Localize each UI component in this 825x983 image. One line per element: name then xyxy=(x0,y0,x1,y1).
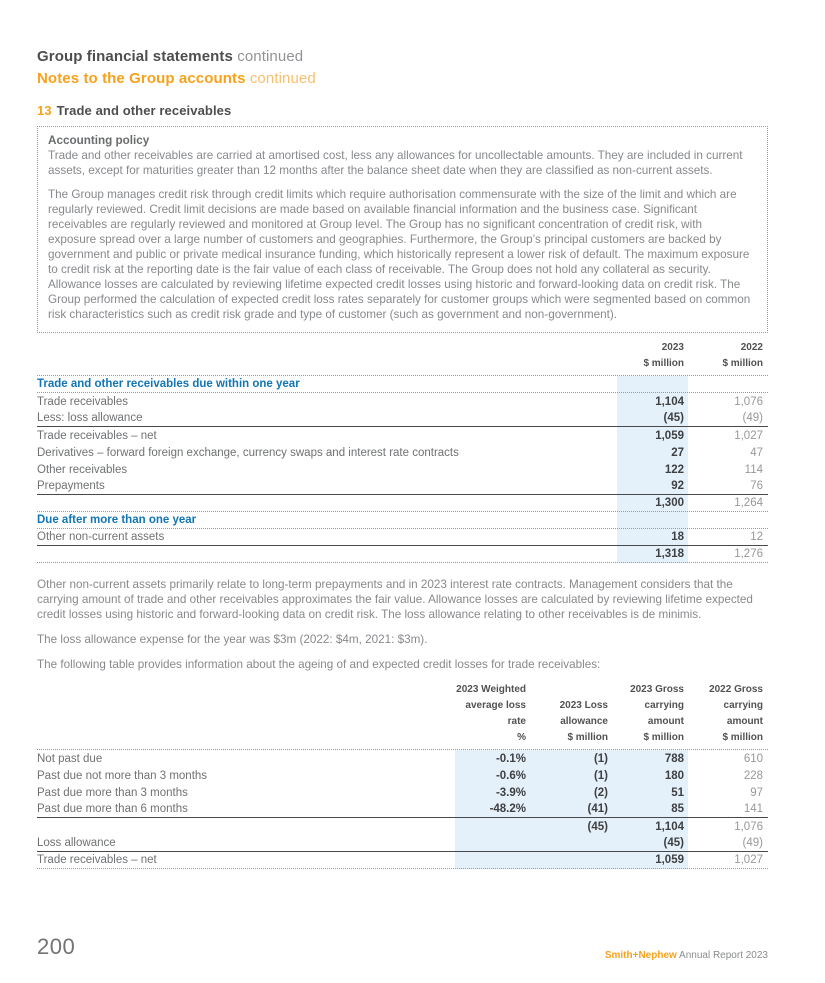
page-header: Group financial statements continued Not… xyxy=(37,0,768,88)
table-section-row: Trade and other receivables due within o… xyxy=(37,376,768,393)
receivables-table-body: Trade and other receivables due within o… xyxy=(37,376,768,563)
table-row: Trade receivables 1,104 1,076 xyxy=(37,395,763,408)
receivables-table-header: 2023 $ million 2022 $ million xyxy=(37,340,768,376)
column-header-loss-allowance: 2023 Loss allowance $ million xyxy=(559,700,608,743)
policy-paragraph-1: Trade and other receivables are carried … xyxy=(48,149,743,177)
section-label: Due after more than one year xyxy=(37,514,197,526)
page-number: 200 xyxy=(37,934,76,959)
note-title: Trade and other receivables xyxy=(56,103,232,118)
report-name: Annual Report 2023 xyxy=(676,950,768,961)
table-row: Past due more than 6 months -48.2% (41) … xyxy=(37,801,768,818)
column-header-gross-2022: 2022 Gross carrying amount $ million xyxy=(709,684,763,743)
table-total-row: Trade receivables – net 1,059 1,027 xyxy=(37,852,768,869)
table-row: Past due not more than 3 months -0.6% (1… xyxy=(37,769,763,782)
page-content: Group financial statements continued Not… xyxy=(37,0,768,869)
column-header-2023: 2023 $ million xyxy=(643,342,684,369)
table-row: Loss allowance (45) (49) xyxy=(37,835,768,852)
header-subtitle-continued: continued xyxy=(245,70,316,87)
table-row: Less: loss allowance (45) (49) xyxy=(37,410,768,427)
ageing-table: 2023 Weighted average loss rate % 2023 L… xyxy=(37,682,768,869)
paragraph-ageing-intro: The following table provides information… xyxy=(37,658,601,671)
receivables-table: 2023 $ million 2022 $ million Trade and … xyxy=(37,340,768,563)
body-paragraphs: Other non-current assets primarily relat… xyxy=(37,577,768,672)
brand-name: Smith+Nephew xyxy=(604,950,677,961)
policy-paragraph-2: The Group manages credit risk through cr… xyxy=(48,188,751,321)
table-row: Past due more than 3 months -3.9% (2) 51… xyxy=(37,786,763,799)
table-row: Trade receivables – net 1,059 1,027 xyxy=(37,429,763,442)
section-label: Trade and other receivables due within o… xyxy=(37,378,300,390)
table-row: Prepayments 92 76 xyxy=(37,478,768,495)
column-header-weighted-loss-rate: 2023 Weighted average loss rate % xyxy=(456,684,526,743)
paragraph-non-current-assets: Other non-current assets primarily relat… xyxy=(37,578,753,621)
table-subtotal-row: 1,300 1,264 xyxy=(37,495,768,512)
ageing-table-header: 2023 Weighted average loss rate % 2023 L… xyxy=(37,682,768,750)
header-title-continued: continued xyxy=(232,48,304,65)
table-row: Not past due -0.1% (1) 788 610 xyxy=(37,752,763,765)
highlight-2023-column xyxy=(617,376,688,563)
table-row: Other receivables 122 114 xyxy=(37,463,763,476)
footer-credit: Smith+Nephew Annual Report 2023 xyxy=(605,950,768,961)
note-heading: 13 Trade and other receivables xyxy=(37,103,768,118)
column-header-2022: 2022 $ million xyxy=(722,342,763,369)
paragraph-loss-allowance-expense: The loss allowance expense for the year … xyxy=(37,633,428,646)
table-row: Other non-current assets 18 12 xyxy=(37,529,768,546)
header-subtitle-bold: Notes to the Group accounts xyxy=(37,70,246,87)
table-row: Derivatives – forward foreign exchange, … xyxy=(37,446,763,459)
table-total-row: 1,318 1,276 xyxy=(37,546,768,563)
header-title: Group financial statements continued xyxy=(37,47,768,66)
header-title-bold: Group financial statements xyxy=(37,48,233,65)
accounting-policy-box: Accounting policy Trade and other receiv… xyxy=(37,126,768,333)
note-number: 13 xyxy=(37,103,52,118)
table-section-row: Due after more than one year xyxy=(37,512,768,529)
header-subtitle: Notes to the Group accounts continued xyxy=(37,69,768,88)
policy-heading: Accounting policy xyxy=(48,134,150,147)
table-subtotal-row: (45) 1,104 1,076 xyxy=(587,820,763,833)
column-header-gross-2023: 2023 Gross carrying amount $ million xyxy=(630,684,684,743)
ageing-table-body: Not past due -0.1% (1) 788 610 Past due … xyxy=(37,750,768,869)
highlight-2023-columns xyxy=(455,750,688,869)
